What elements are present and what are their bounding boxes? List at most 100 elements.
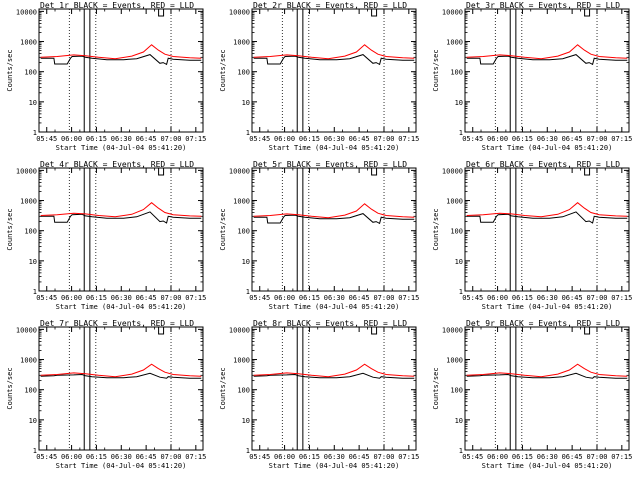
chart-2-xtick-label: 05:45 xyxy=(249,135,270,143)
chart-3-xtick-label: 07:00 xyxy=(586,135,607,143)
chart-1-series-lld xyxy=(40,44,202,60)
chart-1: Det 1r BLACK = Events, RED = LLD Counts/s… xyxy=(6,1,206,152)
chart-5-xtick-label: 06:00 xyxy=(274,294,295,302)
chart-4-title: Det 4r BLACK = Events, RED = LLD xyxy=(40,160,194,169)
chart-7-xtick-label: 06:00 xyxy=(61,453,82,461)
chart-8-xtick-label: 06:15 xyxy=(299,453,320,461)
chart-5-series-events xyxy=(253,213,415,225)
chart-9-ytick-label: 1 xyxy=(459,447,463,455)
chart-7-ytick-label: 100 xyxy=(24,387,37,395)
chart-9-series-lld xyxy=(466,363,628,378)
chart-2-series-events xyxy=(253,54,415,66)
chart-2-yaxis: 1 10 100 1000 10000 xyxy=(229,8,416,137)
chart-1-ytick-label: 1000 xyxy=(20,39,37,47)
chart-3: Det 3r BLACK = Events, RED = LLD Counts/s… xyxy=(432,1,632,152)
chart-8-xtick-label: 05:45 xyxy=(249,453,270,461)
chart-1-title: Det 1r BLACK = Events, RED = LLD xyxy=(40,1,194,10)
chart-5-ytick-label: 10 xyxy=(242,258,250,266)
chart-8-xtick-label: 06:45 xyxy=(349,453,370,461)
chart-5-series-lld xyxy=(253,203,415,219)
chart-9-xlabel: Start Time (04-Jul-04 05:41:20) xyxy=(482,462,613,470)
chart-7-xtick-label: 06:45 xyxy=(136,453,157,461)
chart-5-ylabel: Counts/sec xyxy=(219,208,227,250)
chart-6-ytick-label: 10000 xyxy=(442,167,463,175)
chart-8-ytick-label: 10000 xyxy=(229,326,250,334)
chart-6-yaxis: 1 10 100 1000 10000 xyxy=(442,167,629,296)
chart-9-xaxis: 05:45 06:00 06:15 06:30 06:45 07:00 07:15 xyxy=(462,327,632,461)
chart-2-ytick-label: 10 xyxy=(242,99,250,107)
chart-5-ytick-label: 100 xyxy=(237,228,250,236)
chart-3-xaxis: 05:45 06:00 06:15 06:30 06:45 07:00 07:15 xyxy=(462,9,632,143)
chart-6-xtick-label: 07:00 xyxy=(586,294,607,302)
chart-5-xtick-label: 06:45 xyxy=(349,294,370,302)
chart-7-ytick-label: 10 xyxy=(29,417,37,425)
chart-3-ytick-label: 100 xyxy=(450,69,463,77)
chart-3-xtick-label: 07:15 xyxy=(611,135,632,143)
chart-4-bracket-marker xyxy=(158,168,165,176)
chart-9-series-events xyxy=(466,372,628,379)
chart-8-ytick-label: 1 xyxy=(246,447,250,455)
chart-3-xtick-label: 06:00 xyxy=(487,135,508,143)
chart-9-ylabel: Counts/sec xyxy=(432,367,440,409)
chart-8-series-lld xyxy=(253,363,415,378)
chart-3-yaxis: 1 10 100 1000 10000 xyxy=(442,8,629,137)
chart-8-ytick-label: 100 xyxy=(237,387,250,395)
chart-5-xtick-label: 05:45 xyxy=(249,294,270,302)
chart-3-series-events xyxy=(466,54,628,66)
chart-3-xtick-label: 06:45 xyxy=(562,135,583,143)
chart-8: Det 8r BLACK = Events, RED = LLD Counts/s… xyxy=(219,319,419,470)
chart-5: Det 5r BLACK = Events, RED = LLD Counts/s… xyxy=(219,160,419,311)
chart-7-xaxis: 05:45 06:00 06:15 06:30 06:45 07:00 07:15 xyxy=(36,327,206,461)
chart-3-title: Det 3r BLACK = Events, RED = LLD xyxy=(466,1,620,10)
chart-9-xtick-label: 06:45 xyxy=(562,453,583,461)
chart-1-series-events xyxy=(40,54,202,66)
chart-1-xtick-label: 07:00 xyxy=(160,135,181,143)
chart-7-xtick-label: 06:15 xyxy=(86,453,107,461)
chart-9-xtick-label: 07:15 xyxy=(611,453,632,461)
chart-3-xtick-label: 05:45 xyxy=(462,135,483,143)
chart-8-xtick-label: 06:30 xyxy=(324,453,345,461)
chart-7-xtick-label: 06:30 xyxy=(111,453,132,461)
chart-9-xtick-label: 05:45 xyxy=(462,453,483,461)
chart-1-xaxis: 05:45 06:00 06:15 06:30 06:45 07:00 07:15 xyxy=(36,9,206,143)
chart-6-xtick-label: 07:15 xyxy=(611,294,632,302)
chart-4-xtick-label: 06:30 xyxy=(111,294,132,302)
chart-5-xtick-label: 07:00 xyxy=(373,294,394,302)
chart-6-ytick-label: 1 xyxy=(459,288,463,296)
chart-4-ytick-label: 10 xyxy=(29,258,37,266)
chart-2-ytick-label: 100 xyxy=(237,69,250,77)
chart-4-xtick-label: 07:00 xyxy=(160,294,181,302)
chart-9-ytick-label: 100 xyxy=(450,387,463,395)
chart-8-bracket-marker xyxy=(371,327,378,335)
chart-1-xtick-label: 06:00 xyxy=(61,135,82,143)
chart-7-bracket-marker xyxy=(158,327,165,335)
chart-6-axes-frame xyxy=(464,167,630,292)
chart-3-xlabel: Start Time (04-Jul-04 05:41:20) xyxy=(482,144,613,152)
chart-3-bracket-marker xyxy=(584,9,591,17)
chart-9-xtick-label: 06:30 xyxy=(537,453,558,461)
chart-6-ytick-label: 100 xyxy=(450,228,463,236)
chart-3-ytick-label: 1 xyxy=(459,129,463,137)
chart-4-series-events xyxy=(40,211,202,224)
chart-7-xtick-label: 07:15 xyxy=(185,453,206,461)
chart-6-xtick-label: 06:00 xyxy=(487,294,508,302)
chart-5-ytick-label: 1 xyxy=(246,288,250,296)
chart-9-yaxis: 1 10 100 1000 10000 xyxy=(442,326,629,455)
chart-6-xtick-label: 06:30 xyxy=(537,294,558,302)
chart-8-axes-frame xyxy=(251,326,417,451)
chart-7-xlabel: Start Time (04-Jul-04 05:41:20) xyxy=(56,462,187,470)
chart-2-ytick-label: 1 xyxy=(246,129,250,137)
chart-1-xtick-label: 06:30 xyxy=(111,135,132,143)
chart-6-xaxis: 05:45 06:00 06:15 06:30 06:45 07:00 07:15 xyxy=(462,168,632,302)
chart-6-ytick-label: 1000 xyxy=(446,198,463,206)
chart-3-ytick-label: 10000 xyxy=(442,8,463,16)
chart-7-ytick-label: 1 xyxy=(33,447,37,455)
chart-3-ylabel: Counts/sec xyxy=(432,49,440,91)
chart-2-title: Det 2r BLACK = Events, RED = LLD xyxy=(253,1,407,10)
chart-7-xtick-label: 07:00 xyxy=(160,453,181,461)
chart-8-ylabel: Counts/sec xyxy=(219,367,227,409)
chart-9-title: Det 9r BLACK = Events, RED = LLD xyxy=(466,319,620,328)
chart-5-xtick-label: 06:30 xyxy=(324,294,345,302)
chart-8-yaxis: 1 10 100 1000 10000 xyxy=(229,326,416,455)
